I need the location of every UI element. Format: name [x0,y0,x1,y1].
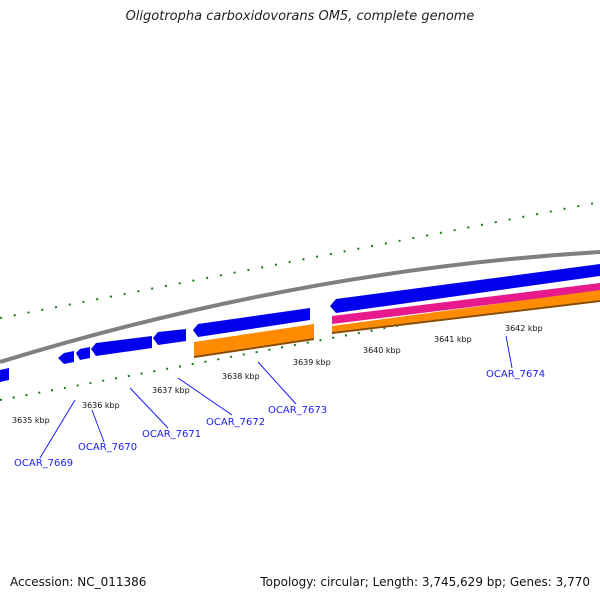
cds-feature[interactable] [193,308,310,337]
tick-label: 3638 kbp [222,372,260,381]
gene-label[interactable]: OCAR_7669 [14,458,73,469]
gene-leaders [39,335,513,459]
genome-backbone [0,250,600,364]
accession-text: Accession: NC_011386 [10,575,147,589]
tick-label: 3640 kbp [363,346,401,355]
gene-feature[interactable] [194,324,314,356]
cds-feature[interactable] [91,336,152,356]
gene-labels: OCAR_7669 OCAR_7670 OCAR_7671 OCAR_7672 … [14,369,545,469]
gene-feature[interactable] [332,290,600,332]
gene-label[interactable]: OCAR_7670 [78,442,137,453]
cds-feature[interactable] [330,264,600,313]
gene-label[interactable]: OCAR_7671 [142,429,201,440]
cds-feature[interactable] [0,368,9,382]
tick-label: 3641 kbp [434,335,472,344]
rna-feature[interactable] [332,283,600,324]
genome-summary-text: Topology: circular; Length: 3,745,629 bp… [260,575,590,589]
map-title: Oligotropha carboxidovorans OM5, complet… [125,9,475,24]
gene-label[interactable]: OCAR_7674 [486,369,545,380]
cds-feature[interactable] [58,351,74,364]
cds-features [0,264,600,382]
cds-feature[interactable] [76,347,90,360]
gene-label[interactable]: OCAR_7673 [268,405,327,416]
tick-label: 3642 kbp [505,324,543,333]
gene-features [193,290,600,358]
kbp-ticks: 3635 kbp 3636 kbp 3637 kbp 3638 kbp 3639… [12,324,543,425]
tick-label: 3637 kbp [152,386,190,395]
gene-label[interactable]: OCAR_7672 [206,417,265,428]
cds-feature[interactable] [153,329,186,345]
tick-label: 3636 kbp [82,401,120,410]
tick-label: 3635 kbp [12,416,50,425]
tick-label: 3639 kbp [293,358,331,367]
